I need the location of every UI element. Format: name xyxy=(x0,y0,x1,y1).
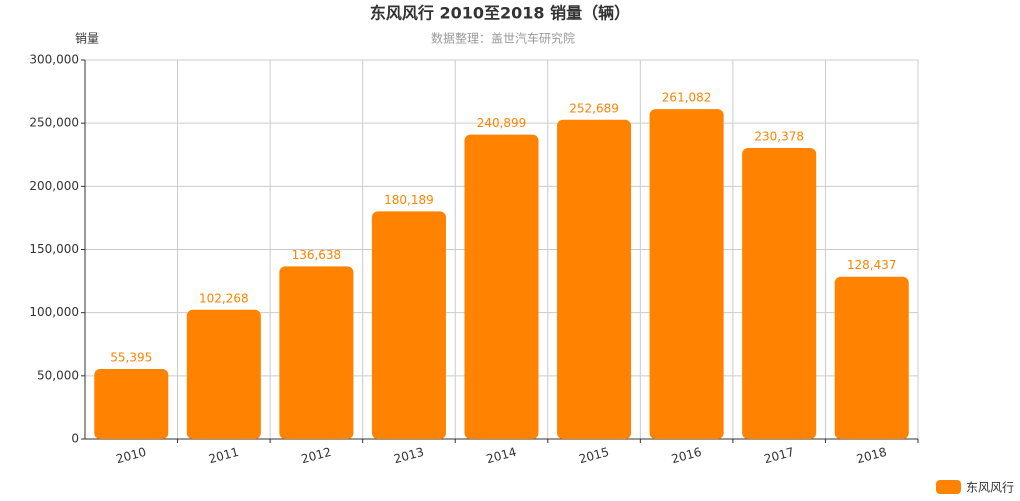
x-tick-label: 2015 xyxy=(577,445,610,466)
y-axis-label: 销量 xyxy=(75,32,99,46)
y-tick-label: 100,000 xyxy=(29,305,79,319)
bar xyxy=(464,134,539,440)
x-tick-label: 2014 xyxy=(485,445,518,466)
bar xyxy=(186,309,261,439)
y-tick-label: 50,000 xyxy=(37,368,79,382)
chart-title: 东风风行 2010至2018 销量（辆） xyxy=(370,4,630,23)
bar xyxy=(742,147,817,439)
bar xyxy=(279,266,354,439)
x-tick-label: 2010 xyxy=(115,445,148,466)
value-label: 128,437 xyxy=(847,258,897,272)
value-label: 252,689 xyxy=(569,101,619,115)
bar xyxy=(557,119,632,439)
value-label: 180,189 xyxy=(384,193,434,207)
legend-swatch xyxy=(936,480,961,494)
value-label: 230,378 xyxy=(754,129,804,143)
value-label: 261,082 xyxy=(662,91,712,105)
x-tick-label: 2012 xyxy=(300,445,333,466)
value-label: 55,395 xyxy=(110,351,152,365)
bar xyxy=(649,109,724,439)
x-tick-label: 2013 xyxy=(392,445,425,466)
value-label: 240,899 xyxy=(477,116,527,130)
x-tick-label: 2011 xyxy=(207,445,240,466)
y-tick-label: 200,000 xyxy=(29,179,79,193)
x-tick-label: 2016 xyxy=(670,445,703,466)
value-label: 102,268 xyxy=(199,291,249,305)
bar xyxy=(371,211,446,439)
bar xyxy=(94,369,169,439)
chart-subtitle: 数据整理：盖世汽车研究院 xyxy=(431,31,575,46)
y-tick-label: 0 xyxy=(71,432,79,446)
legend-label: 东风风行 xyxy=(966,481,1014,495)
y-tick-label: 300,000 xyxy=(29,53,79,67)
y-tick-label: 150,000 xyxy=(29,242,79,256)
x-tick-label: 2018 xyxy=(855,445,888,466)
x-tick-label: 2017 xyxy=(762,445,795,466)
y-tick-label: 250,000 xyxy=(29,116,79,130)
bar xyxy=(834,276,909,439)
value-label: 136,638 xyxy=(292,248,342,262)
